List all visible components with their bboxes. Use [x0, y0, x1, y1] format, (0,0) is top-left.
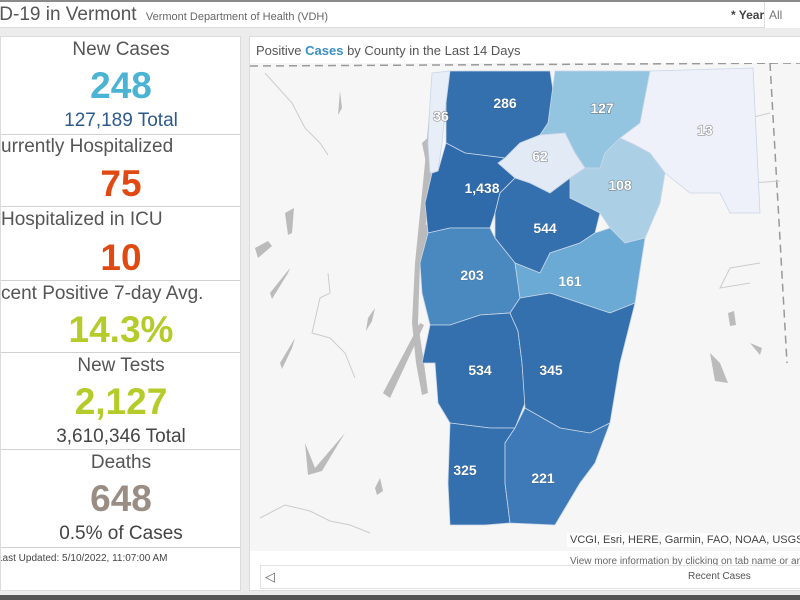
county-label-windsor: 345 [539, 362, 563, 378]
lake-shape [710, 353, 728, 383]
county-labels: 36 286 127 13 62 108 1,438 544 203 161 534 345 325 22… [433, 95, 714, 487]
hospitalized-card: urrently Hospitalized 75 [1, 135, 240, 207]
county-label-lamoille: 62 [532, 148, 548, 164]
new-cases-label: New Cases [72, 39, 170, 60]
positive-avg-label: cent Positive 7-day Avg. [1, 283, 204, 304]
county-label-rutland: 534 [468, 362, 492, 378]
positive-avg-value: 14.3% [68, 309, 174, 350]
lake-shape [383, 323, 424, 398]
map-panel: Positive Cases by County in the Last 14 … [249, 36, 800, 591]
bottom-bar [0, 595, 800, 600]
tab-prev-arrow-icon[interactable]: ◁ [265, 569, 275, 584]
lake-shape [750, 343, 762, 355]
county-label-grand-isle: 36 [433, 108, 449, 124]
deaths-value: 648 [90, 478, 152, 519]
total-cases-value: 127,189 Total [64, 110, 178, 131]
boundary-line [264, 72, 329, 156]
county-windham[interactable] [504, 407, 611, 526]
county-label-franklin: 286 [493, 95, 517, 111]
header-bar: ID-19 in Vermont Vermont Department of H… [0, 0, 800, 28]
new-cases-value: 248 [90, 65, 152, 106]
map-info-text: View more information by clicking on tab… [570, 556, 800, 567]
border-line [250, 62, 800, 67]
county-label-addison: 203 [460, 267, 484, 283]
boundary-line [259, 504, 371, 534]
county-label-bennington: 325 [453, 462, 477, 478]
boundary-line [719, 262, 761, 289]
county-essex[interactable] [619, 67, 761, 214]
map-title: Positive Cases by County in the Last 14 … [256, 43, 521, 58]
hospitalized-label: urrently Hospitalized [1, 136, 174, 157]
county-shapes[interactable] [419, 67, 761, 526]
app-title: ID-19 in Vermont Vermont Department of H… [0, 4, 328, 26]
lake-shape [270, 268, 290, 299]
map-attribution: VCGI, Esri, HERE, Garmin, FAO, NOAA, USG… [567, 533, 800, 547]
deaths-percent: 0.5% of Cases [59, 523, 183, 544]
county-label-chittenden: 1,438 [464, 180, 499, 196]
new-cases-card: New Cases 248 127,189 Total [1, 37, 240, 135]
county-rutland[interactable] [421, 312, 526, 429]
icu-card: Hospitalized in ICU 10 [1, 207, 240, 281]
year-filter-select[interactable]: All [764, 2, 800, 28]
map-title-post: by County in the Last 14 Days [343, 43, 521, 58]
lake-shape [728, 311, 736, 326]
boundary-line [311, 272, 356, 379]
icu-value: 10 [100, 237, 142, 278]
tab-strip: ◁ Recent Cases [260, 565, 800, 589]
lake-shape [375, 478, 383, 495]
hospitalized-value: 75 [100, 163, 142, 204]
map-title-highlight: Cases [305, 43, 344, 58]
county-label-orleans: 127 [590, 100, 614, 116]
total-tests-value: 3,610,346 Total [56, 426, 186, 447]
county-label-essex: 13 [697, 122, 713, 138]
map-title-pre: Positive [256, 43, 306, 58]
app-title-text: ID-19 in Vermont [0, 4, 137, 25]
lake-shape [366, 308, 375, 331]
county-windsor[interactable] [509, 292, 636, 434]
new-tests-value: 2,127 [74, 381, 168, 422]
positive-avg-card: cent Positive 7-day Avg. 14.3% [1, 281, 240, 353]
border-line-east [769, 62, 788, 364]
lake-shape [280, 338, 295, 369]
icu-label: Hospitalized in ICU [1, 209, 163, 230]
last-updated: Last Updated: 5/10/2022, 11:07:00 AM [0, 553, 168, 564]
year-filter-label: * Year [731, 8, 765, 22]
tab-recent-cases[interactable]: Recent Cases [688, 571, 751, 582]
county-label-caledonia: 108 [608, 177, 632, 193]
lake-shape [338, 91, 342, 115]
county-map[interactable]: 36 286 127 13 62 108 1,438 544 203 161 534 345 325 22… [250, 62, 800, 551]
deaths-card: Deaths 648 0.5% of Cases [1, 450, 240, 548]
county-label-windham: 221 [531, 470, 555, 486]
new-tests-card: New Tests 2,127 3,610,346 Total [1, 353, 240, 450]
lake-shape [285, 208, 294, 235]
county-label-orange: 161 [558, 273, 582, 289]
deaths-label: Deaths [90, 452, 152, 473]
map-svg[interactable]: 36 286 127 13 62 108 1,438 544 203 161 534 345 325 22… [250, 62, 800, 551]
lake-shape [255, 241, 272, 258]
stats-sidebar: New Cases 248 127,189 Total urrently Hos… [0, 36, 241, 591]
app-subtitle: Vermont Department of Health (VDH) [145, 11, 329, 23]
lake-shape [305, 433, 345, 475]
county-label-washington: 544 [533, 220, 557, 236]
new-tests-label: New Tests [77, 355, 165, 376]
